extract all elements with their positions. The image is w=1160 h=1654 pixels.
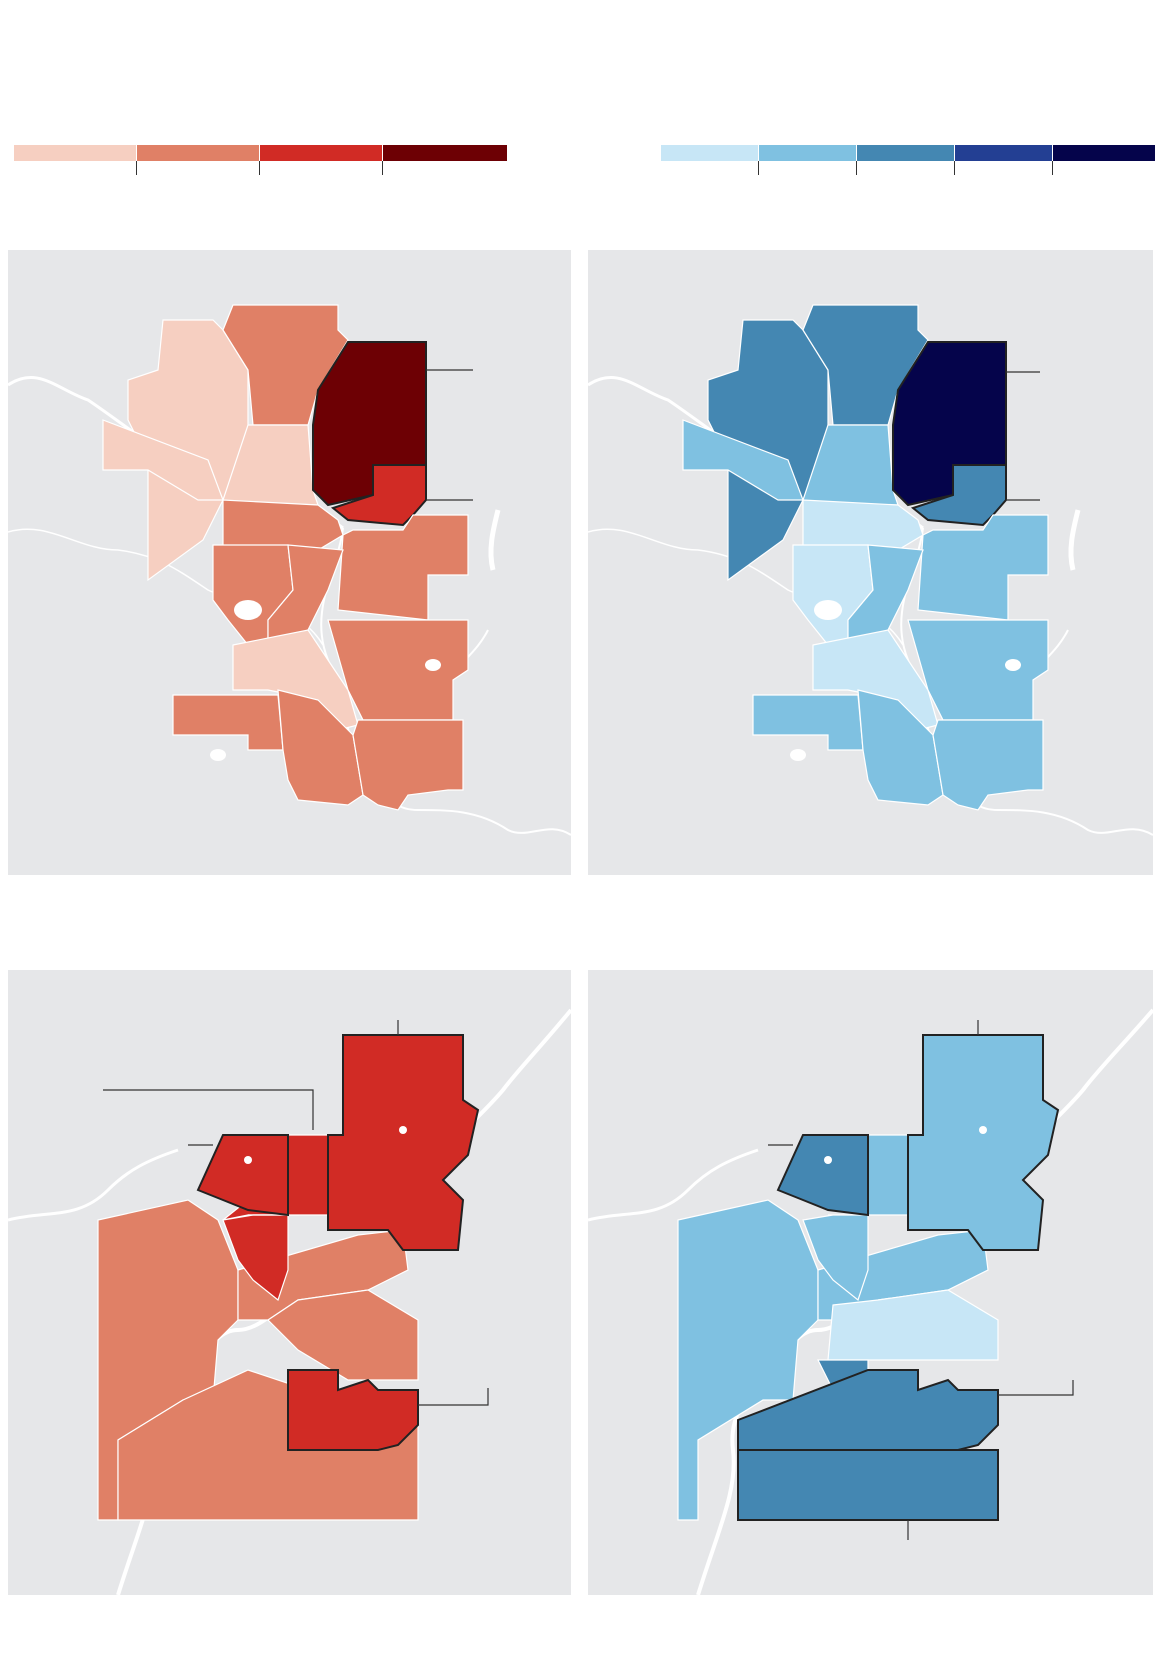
blue-legend-tick	[758, 161, 759, 175]
district	[857, 689, 944, 806]
district	[932, 719, 1044, 811]
blue-legend-class-4	[955, 145, 1052, 161]
red-legend-class-1	[14, 145, 136, 161]
highlight-district	[737, 1449, 999, 1521]
blue-legend-tick	[856, 161, 857, 175]
district	[907, 619, 1049, 721]
red-legend-tick	[382, 161, 383, 175]
highlight-district	[287, 1369, 419, 1451]
calgary-map-red	[8, 250, 571, 875]
highlight-district	[196, 1134, 289, 1217]
red-legend-tick	[136, 161, 137, 175]
district	[802, 304, 929, 426]
district	[802, 499, 924, 551]
district	[802, 1214, 869, 1302]
blue-legend-class-3	[857, 145, 954, 161]
district	[917, 514, 1049, 621]
district	[102, 419, 224, 501]
district	[337, 514, 469, 621]
district	[222, 499, 344, 551]
district	[327, 619, 469, 721]
highlight-district	[737, 1369, 999, 1451]
district	[277, 689, 364, 806]
blue-legend-tick	[954, 161, 955, 175]
district	[222, 304, 349, 426]
blue-legend-tick	[1052, 161, 1053, 175]
edmonton-map-blue	[588, 970, 1153, 1595]
highlight-district	[327, 1034, 480, 1251]
highlight-district	[907, 1034, 1060, 1251]
edmonton-map-red	[8, 970, 571, 1595]
red-color-legend	[14, 145, 508, 185]
blue-legend-class-5	[1053, 145, 1155, 161]
blue-legend-class-1	[661, 145, 758, 161]
district	[232, 629, 359, 731]
district	[682, 419, 804, 501]
district	[172, 694, 284, 751]
red-legend-class-2	[137, 145, 259, 161]
highlight-district	[776, 1134, 869, 1217]
highlight-district	[330, 464, 427, 527]
blue-legend-class-2	[759, 145, 856, 161]
district	[752, 694, 864, 751]
highlight-district	[910, 464, 1007, 527]
district	[267, 1289, 419, 1381]
district	[812, 629, 939, 731]
district	[352, 719, 464, 811]
red-legend-class-3	[260, 145, 382, 161]
red-legend-class-4	[383, 145, 507, 161]
district	[97, 1199, 239, 1521]
calgary-map-blue	[588, 250, 1153, 875]
red-legend-tick	[259, 161, 260, 175]
blue-color-legend	[661, 145, 1155, 185]
district	[677, 1199, 819, 1521]
